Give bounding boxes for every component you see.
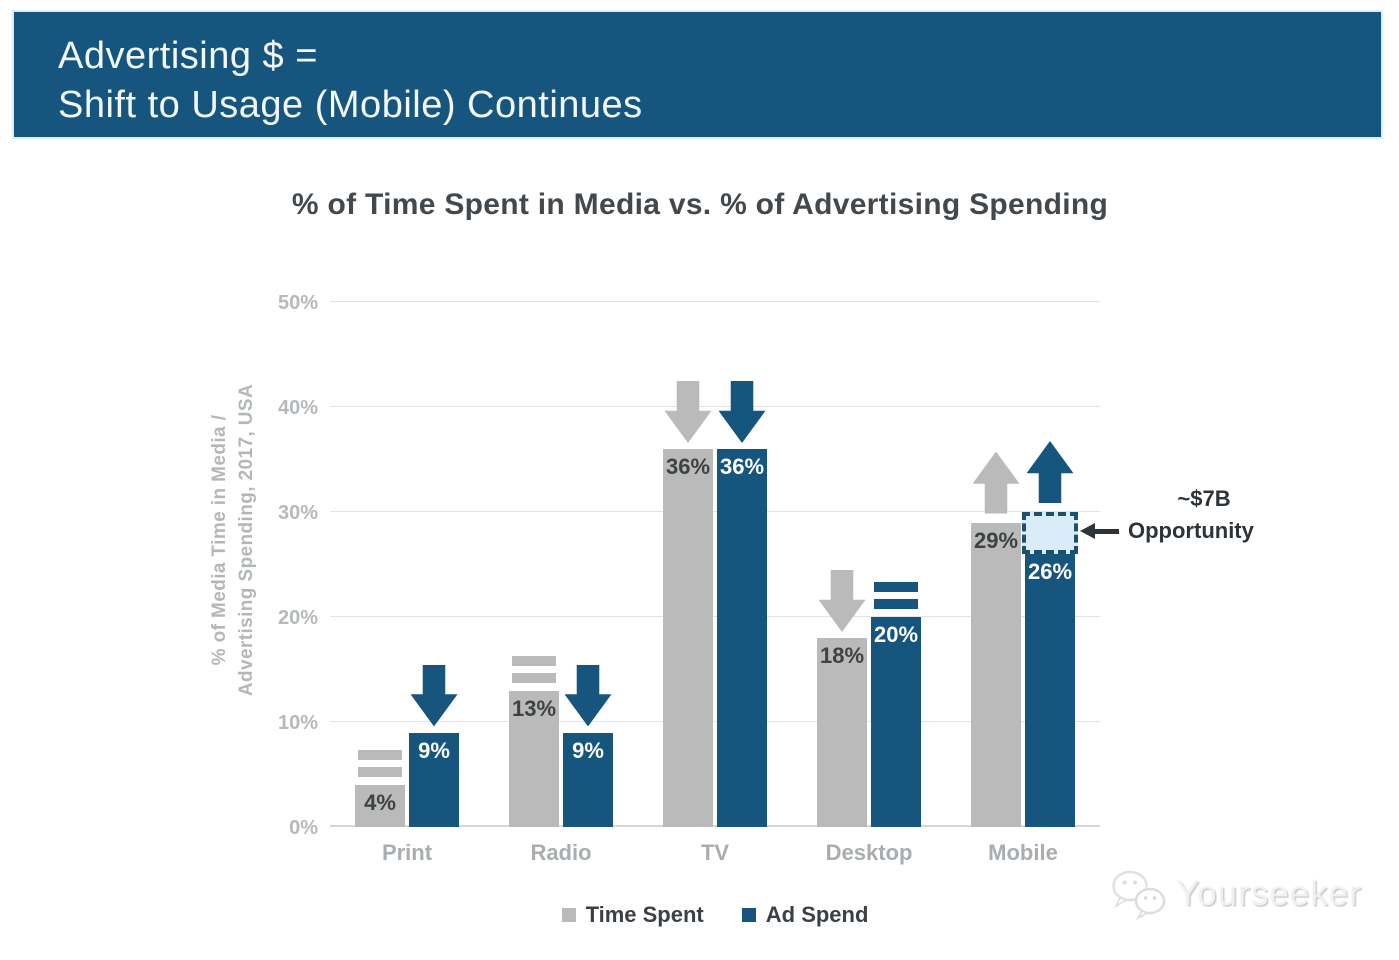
gridline-30 — [330, 511, 1100, 512]
y-axis-label-line1: % of Media Time in Media / — [209, 414, 230, 666]
plot-area: 0% 10% 20% 30% 40% 50% 4% 9% Print 13% 9% Radio 36% 3… — [278, 292, 1100, 865]
opportunity-amount: ~$7B — [1177, 486, 1231, 511]
watermark-text: Yourseeker — [1176, 874, 1362, 913]
legend-swatch-ad-spend — [741, 908, 756, 922]
gridline-40 — [330, 406, 1100, 407]
category-label-mobile: Mobile — [988, 840, 1058, 865]
bar-ad-spend-tv: 36% — [717, 449, 767, 827]
trend-up-icon-time-spent-mobile — [972, 451, 1020, 514]
legend-swatch-time-spent — [561, 908, 576, 922]
left-arrow-icon — [1080, 523, 1119, 539]
opportunity-caption-row: Opportunity — [1080, 518, 1270, 544]
category-label-desktop: Desktop — [825, 840, 913, 865]
trend-up-icon-ad-spend-mobile — [1026, 441, 1074, 503]
bar-value-time-spent-radio: 13% — [511, 695, 557, 721]
legend-label-time-spent: Time Spent — [585, 902, 704, 927]
trend-down-icon-ad-spend-radio — [564, 664, 612, 727]
legend-label-ad-spend: Ad Spend — [765, 902, 869, 927]
bar-time-spent-tv: 36% — [663, 449, 713, 827]
y-axis-label-line2: Advertising Spending, 2017, USA — [236, 383, 257, 697]
bar-group-mobile: 29% 26% Mobile — [946, 302, 1100, 865]
y-tick-20: 20% — [277, 607, 318, 629]
y-tick-50: 50% — [277, 292, 318, 314]
trend-flat-dash — [512, 655, 556, 666]
bar-value-time-spent-tv: 36% — [665, 454, 711, 479]
legend-item-ad-spend: Ad Spend — [741, 902, 869, 928]
bar-value-ad-spend-radio: 9% — [572, 737, 604, 763]
chart-title: % of Time Spent in Media vs. % of Advert… — [291, 188, 1109, 221]
trend-flat-icon-ad-spend-desktop — [874, 582, 918, 609]
bar-ad-spend-desktop: 20% — [871, 617, 921, 827]
bar-time-spent-print: 4% — [355, 785, 405, 827]
trend-down-icon-ad-spend-print — [410, 664, 458, 727]
category-label-print: Print — [381, 840, 433, 865]
bar-group-radio: 13% 9% Radio — [484, 302, 638, 865]
bar-ad-spend-radio: 9% — [563, 732, 613, 827]
trend-flat-icon-time-spent-print — [358, 750, 402, 777]
header-title-line1: Advertising $ = — [58, 35, 318, 77]
bar-time-spent-radio: 13% — [509, 690, 559, 827]
y-tick-40: 40% — [277, 397, 318, 419]
bar-value-ad-spend-mobile: 26% — [1027, 559, 1073, 584]
trend-down-icon-ad-spend-tv — [718, 381, 766, 443]
watermark: Yourseeker — [1108, 866, 1362, 922]
bar-group-tv: 36% 36% TV — [638, 302, 792, 865]
bar-time-spent-mobile: 29% — [971, 522, 1021, 827]
bar-value-ad-spend-tv: 36% — [719, 454, 765, 479]
gridline-0 — [330, 825, 1100, 827]
category-label-tv: TV — [700, 840, 730, 865]
trend-flat-dash — [874, 582, 918, 592]
trend-flat-dash — [512, 672, 556, 683]
trend-down-icon-time-spent-tv — [664, 381, 712, 443]
y-tick-10: 10% — [277, 712, 318, 734]
trend-flat-dash — [874, 599, 918, 609]
gridline-20 — [330, 616, 1100, 617]
y-tick-30: 30% — [277, 502, 318, 524]
bar-value-time-spent-mobile: 29% — [973, 527, 1019, 553]
bar-group-print: 4% 9% Print — [330, 302, 484, 865]
slide-header: Advertising $ = Shift to Usage (Mobile) … — [12, 10, 1383, 139]
category-label-radio: Radio — [530, 840, 592, 865]
trend-flat-icon-time-spent-radio — [512, 655, 556, 683]
bar-ad-spend-mobile: 26% — [1025, 554, 1075, 827]
opportunity-annotation: ~$7B Opportunity — [1080, 486, 1270, 544]
bar-value-ad-spend-print: 9% — [418, 737, 450, 763]
y-tick-0: 0% — [289, 817, 318, 839]
bar-value-ad-spend-desktop: 20% — [873, 622, 919, 647]
bar-value-time-spent-print: 4% — [364, 790, 396, 815]
gridline-10 — [330, 721, 1100, 722]
chat-bubbles-icon — [1112, 870, 1166, 921]
opportunity-label: Opportunity — [1128, 518, 1254, 543]
bar-time-spent-desktop: 18% — [817, 638, 867, 827]
bar-group-desktop: 18% 20% Desktop — [792, 302, 946, 865]
legend-item-time-spent: Time Spent — [561, 902, 704, 928]
trend-flat-dash — [358, 750, 402, 760]
bar-ad-spend-print: 9% — [409, 732, 459, 827]
trend-down-icon-time-spent-desktop — [818, 570, 866, 632]
legend: Time Spent Ad Spend — [330, 902, 1100, 928]
opportunity-box — [1022, 512, 1078, 554]
y-axis-label: % of Media Time in Media / Advertising S… — [206, 320, 260, 760]
header-title-line2: Shift to Usage (Mobile) Continues — [58, 84, 643, 126]
trend-flat-dash — [358, 767, 402, 777]
gridline-50 — [330, 301, 1100, 302]
bar-value-time-spent-desktop: 18% — [819, 643, 865, 668]
